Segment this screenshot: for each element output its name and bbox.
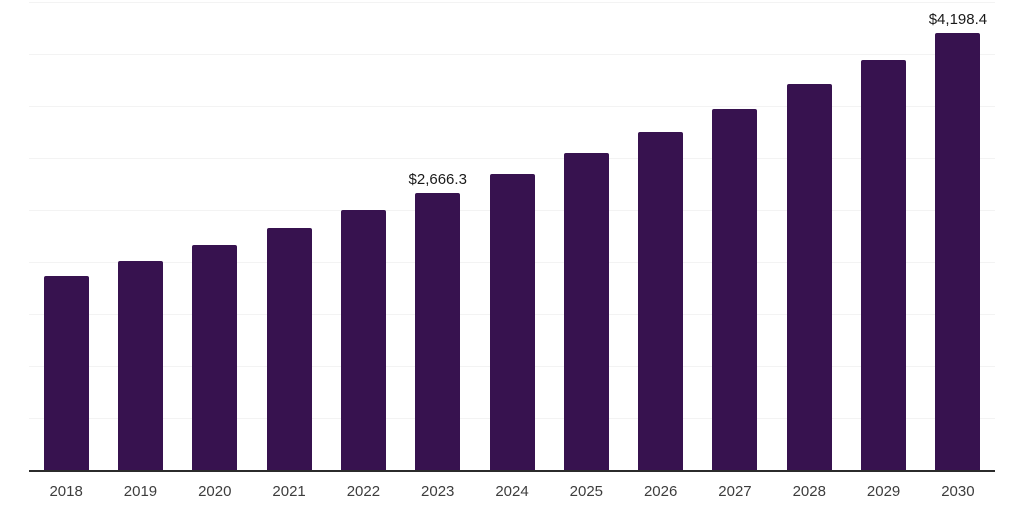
bar-slot: $2,666.3 [401,2,475,470]
x-axis-line [29,470,995,472]
x-tick-label: 2027 [718,483,752,500]
bar [43,275,89,470]
x-tick-label: 2029 [866,483,901,500]
bar-slot [772,2,846,470]
bar-slot [846,2,920,470]
bar [117,260,163,470]
x-tick-label: 2021 [272,483,306,500]
x-tick-label: 2026 [643,483,678,500]
bar-slot [698,2,772,470]
bar-slot [549,2,623,470]
bar-slot [103,2,177,470]
bar [489,173,535,470]
bar [712,109,758,470]
bar [266,227,312,470]
bar [861,60,907,470]
x-tick-label: 2028 [792,483,826,500]
x-tick-label: 2030 [941,483,975,500]
x-tick-label: 2019 [123,483,158,500]
x-tick-label: 2024 [495,483,529,500]
x-tick-label: 2018 [49,483,83,500]
bar-slot [252,2,326,470]
bar-slot [475,2,549,470]
bar-slot [178,2,252,470]
x-tick-label: 2025 [569,483,604,500]
bar-slot [29,2,103,470]
plot-area: $2,666.3 $4,198.4 [29,2,995,472]
bars-container: $2,666.3 $4,198.4 [29,2,995,470]
x-tick-label: 2023 [421,483,455,500]
x-tick-label: 2022 [346,483,381,500]
bar-slot [326,2,400,470]
x-axis-labels: 2018 2019 2020 2021 2022 2023 2024 2025 2026 2027… [29,483,995,501]
bar-value-label: $2,666.3 [408,170,467,188]
bar [638,132,684,470]
bar [935,33,981,470]
bar [340,209,386,470]
bar [415,192,461,470]
bar [563,153,609,470]
bar [192,244,238,470]
bar-slot: $4,198.4 [921,2,995,470]
bar [786,84,832,470]
bar-slot [624,2,698,470]
bar-value-label: $4,198.4 [928,11,988,29]
x-tick-label: 2020 [198,483,232,500]
